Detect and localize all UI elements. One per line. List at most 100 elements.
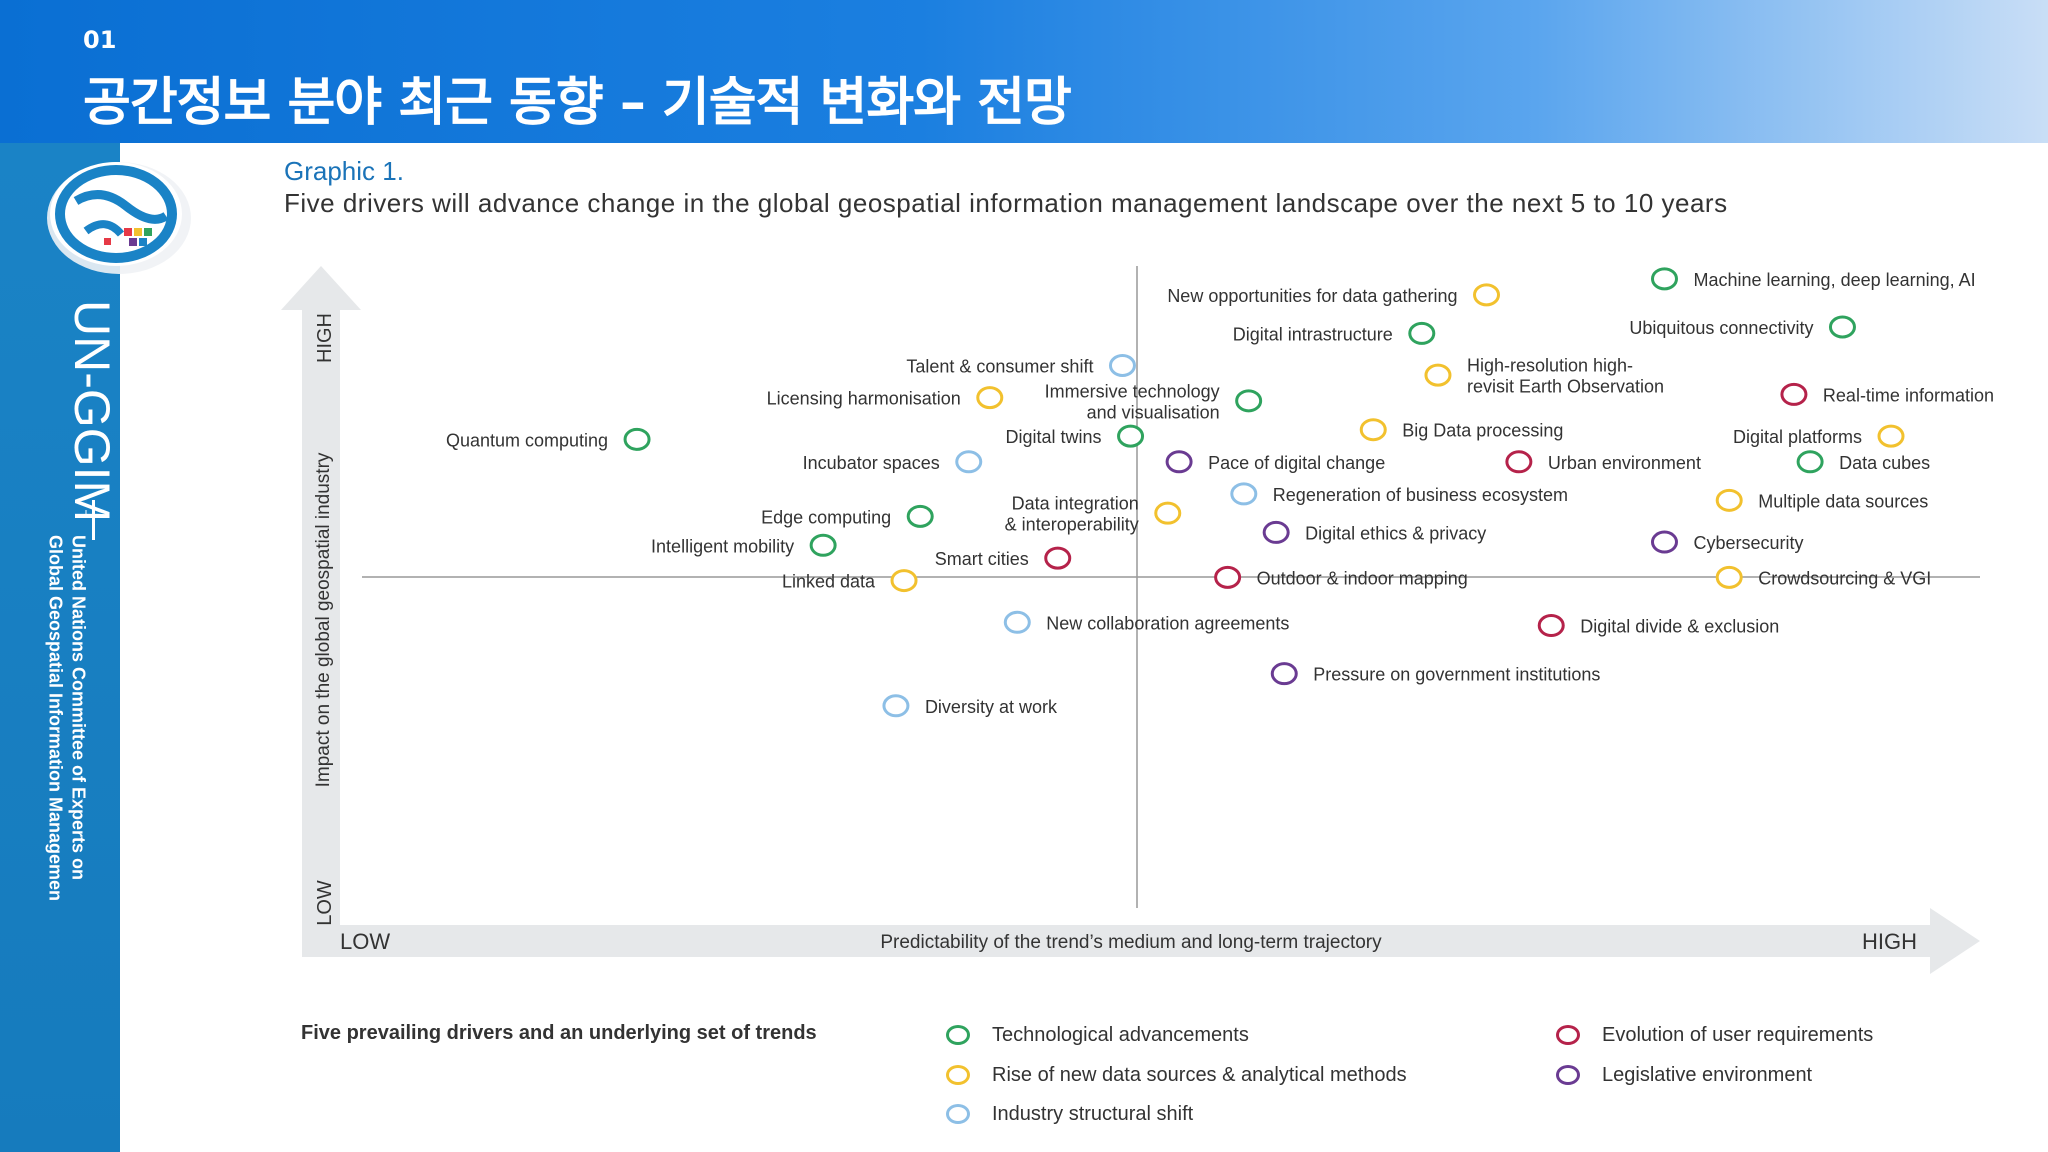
data-point-marker	[1359, 418, 1387, 442]
data-point: Pressure on government institutions	[1270, 662, 1600, 686]
data-point-marker	[1408, 321, 1436, 345]
sidebar-full-name-line2: Global Geospatial Information Management	[45, 535, 65, 900]
data-point-marker	[1044, 546, 1072, 570]
data-point-marker	[1505, 450, 1533, 474]
data-point-marker	[1715, 565, 1743, 589]
data-point: Linked data	[782, 569, 918, 593]
sidebar-full-name-line1: United Nations Committee of Experts on	[68, 535, 88, 880]
data-point-marker	[1650, 530, 1678, 554]
data-point-marker	[882, 694, 910, 718]
data-point-label: Data cubes	[1839, 453, 1930, 473]
legend-title: Five prevailing drivers and an underlyin…	[301, 1022, 817, 1044]
data-point-marker	[1715, 488, 1743, 512]
data-point: Digital platforms	[1733, 424, 1905, 448]
data-point-label: Urban environment	[1548, 453, 1701, 473]
legend-label: Industry structural shift	[992, 1102, 1194, 1125]
data-point: Immersive technology and visualisation	[1045, 381, 1263, 422]
data-point-label: Edge computing	[761, 507, 891, 527]
data-point-marker	[1003, 610, 1031, 634]
y-axis-title: Impact on the global geospatial industry	[313, 452, 334, 787]
data-point-label: Quantum computing	[446, 430, 608, 450]
data-point: Cybersecurity	[1650, 530, 1804, 554]
data-point: Ubiquitous connectivity	[1629, 315, 1856, 339]
data-point-label: Multiple data sources	[1758, 491, 1928, 511]
data-point: Pace of digital change	[1165, 450, 1385, 474]
legend-label: Rise of new data sources & analytical me…	[992, 1063, 1407, 1086]
data-point-label: Immersive technology and visualisation	[1045, 381, 1220, 422]
data-point-label: Regeneration of business ecosystem	[1273, 485, 1568, 505]
data-point-marker	[1154, 501, 1182, 525]
data-point-label: Ubiquitous connectivity	[1629, 318, 1813, 338]
data-point: Crowdsourcing & VGI	[1715, 565, 1931, 589]
legend-item-technological: Technological advancements	[946, 1020, 1249, 1050]
data-point-marker	[1230, 482, 1258, 506]
data-point: New collaboration agreements	[1003, 610, 1289, 634]
data-point-marker	[623, 427, 651, 451]
data-point-marker	[1108, 354, 1136, 378]
sidebar-divider-bar	[92, 500, 95, 540]
data-point: Machine learning, deep learning, AI	[1650, 267, 1976, 291]
legend-label: Technological advancements	[992, 1023, 1249, 1046]
legend-swatch-icon	[946, 1025, 970, 1045]
x-axis-title: Predictability of the trend’s medium and…	[880, 932, 1382, 953]
data-point-marker	[1165, 450, 1193, 474]
data-point: Regeneration of business ecosystem	[1230, 482, 1568, 506]
data-point-marker	[809, 533, 837, 557]
chart-points: Machine learning, deep learning, AI New o…	[446, 267, 1994, 718]
data-point: Multiple data sources	[1715, 488, 1928, 512]
data-point-label: Digital ethics & privacy	[1305, 523, 1486, 543]
data-point-marker	[906, 504, 934, 528]
data-point: Incubator spaces	[803, 450, 983, 474]
data-point-marker	[1214, 565, 1242, 589]
data-point: Digital twins	[1006, 424, 1145, 448]
data-point-label: Smart cities	[935, 549, 1029, 569]
data-point-marker	[1877, 424, 1905, 448]
data-point: Edge computing	[761, 504, 934, 528]
data-point-marker	[1235, 389, 1263, 413]
data-point-label: Data integration & interoperability	[1005, 494, 1139, 535]
legend-swatch-icon	[946, 1065, 970, 1085]
data-point-marker	[1473, 283, 1501, 307]
data-point-marker	[1424, 363, 1452, 387]
data-point-marker	[1828, 315, 1856, 339]
data-point: High-resolution high-revisit Earth Obser…	[1424, 356, 1664, 397]
sidebar-acronym: UN-GGIM	[64, 300, 120, 522]
data-point-label: Licensing harmonisation	[767, 389, 961, 409]
legend-label: Evolution of user requirements	[1602, 1023, 1874, 1046]
y-low-label: LOW	[314, 880, 336, 926]
legend-item-industry: Industry structural shift	[946, 1099, 1193, 1129]
data-point-label: High-resolution high-revisit Earth Obser…	[1467, 356, 1664, 397]
data-point: Digital divide & exclusion	[1537, 614, 1779, 638]
data-point-label: Cybersecurity	[1693, 533, 1803, 553]
data-point-label: Real-time information	[1823, 385, 1994, 405]
data-point-marker	[976, 386, 1004, 410]
data-point-marker	[1537, 614, 1565, 638]
sidebar	[0, 143, 120, 1152]
data-point-label: New opportunities for data gathering	[1167, 286, 1457, 306]
data-point-label: Linked data	[782, 572, 876, 592]
legend-swatch-icon	[1556, 1025, 1580, 1045]
header-banner: 01 공간정보 분야 최근 동향 – 기술적 변화와 전망	[0, 0, 2048, 143]
x-high-label: HIGH	[1862, 929, 1917, 954]
data-point: Digital ethics & privacy	[1262, 520, 1486, 544]
data-point-label: Diversity at work	[925, 697, 1058, 717]
data-point-label: Intelligent mobility	[651, 536, 794, 556]
data-point-label: Crowdsourcing & VGI	[1758, 568, 1931, 588]
data-point-label: New collaboration agreements	[1046, 613, 1289, 633]
slide-number: 01	[83, 26, 117, 54]
legend-item-data_sources: Rise of new data sources & analytical me…	[946, 1060, 1407, 1090]
x-axis-arrow	[302, 908, 1980, 974]
data-point-label: Talent & consumer shift	[906, 357, 1093, 377]
data-point: Diversity at work	[882, 694, 1058, 718]
data-point: Outdoor & indoor mapping	[1214, 565, 1468, 589]
un-ggim-logo-icon	[47, 162, 191, 274]
legend-label: Legislative environment	[1602, 1063, 1813, 1086]
y-high-label: HIGH	[314, 313, 336, 363]
data-point-marker	[955, 450, 983, 474]
data-point: Quantum computing	[446, 427, 651, 451]
x-low-label: LOW	[340, 929, 390, 954]
legend-item-legislative: Legislative environment	[1556, 1060, 1812, 1090]
chart-axes: HIGH LOW Impact on the global geospatial…	[281, 266, 1980, 974]
data-point-label: Big Data processing	[1402, 421, 1563, 441]
data-point-label: Digital twins	[1006, 427, 1102, 447]
